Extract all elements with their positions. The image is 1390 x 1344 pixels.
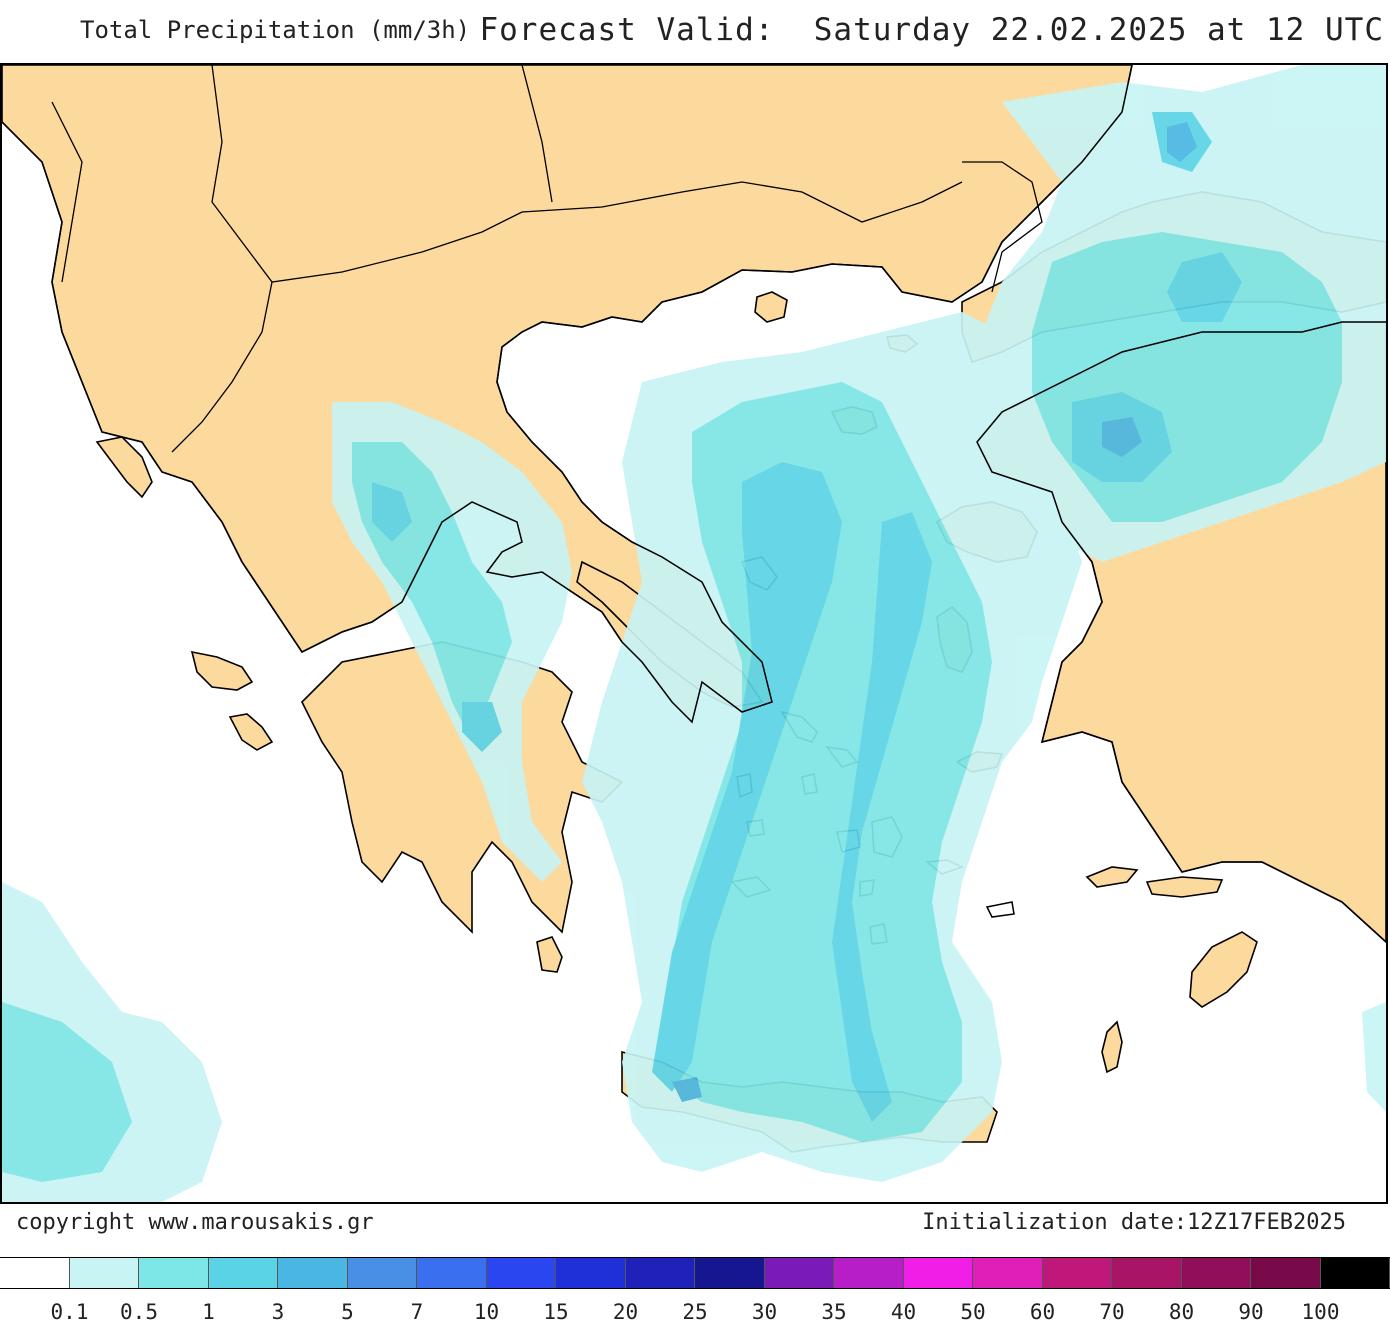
header: Total Precipitation (mm/3h) Forecast Val… [0,0,1390,62]
legend-label: 70 [1099,1300,1125,1324]
precip-light-se [1362,1002,1386,1112]
legend-label: 40 [890,1300,917,1324]
legend-swatch [1251,1258,1321,1288]
legend-label: 100 [1301,1300,1340,1324]
legend-label: 3 [271,1300,285,1324]
legend-label: 1 [202,1300,215,1324]
legend-swatch [486,1258,556,1288]
kefalonia-island [190,650,254,691]
turkey-outline [976,321,1386,943]
rhodes-island [1189,931,1258,1008]
initialization-date: Initialization date:12Z17FEB2025 [922,1210,1346,1235]
color-scale-labels: 0.1 0.5 1 3 5 7 10 15 20 25 30 35 40 50 60 70 80 90 100 [0,1300,1390,1334]
ikaria-island [985,901,1015,918]
legend-label: 0.1 [50,1300,89,1324]
color-scale-legend [0,1257,1390,1289]
legend-swatch [1112,1258,1182,1288]
legend-swatch [208,1258,278,1288]
legend-swatch [556,1258,626,1288]
map-title: Total Precipitation (mm/3h) [80,16,471,44]
legend-label: 5 [341,1300,354,1324]
border-north-1 [211,65,963,283]
thasos-island [754,291,788,323]
precip-5mm-ne [1167,122,1197,162]
precip-medium-sw [2,1002,132,1182]
legend-label: 10 [473,1300,500,1324]
legend-label: 35 [821,1300,847,1324]
legend-swatch [695,1258,765,1288]
precipitation-map [0,63,1388,1204]
coastline-overlay [2,65,1386,943]
legend-label: 20 [612,1300,639,1324]
legend-label: 60 [1029,1300,1056,1324]
legend-swatch [139,1258,209,1288]
country-borders [51,65,1043,453]
legend-swatch [973,1258,1043,1288]
legend-swatch [69,1258,139,1288]
precip-5mm-crete [672,1077,702,1102]
corfu-island [95,436,153,499]
bodrum-peninsula [1145,876,1224,898]
legend-swatch [625,1258,695,1288]
legend-label: 0.5 [120,1300,158,1324]
legend-swatch [1042,1258,1112,1288]
legend-label: 80 [1168,1300,1195,1324]
legend-label: 7 [410,1300,424,1324]
kythira-island [536,936,563,973]
legend-label: 50 [960,1300,986,1324]
precip-heavy-greece [372,482,412,542]
legend-swatch [1320,1258,1390,1288]
precip-heavy-aegean [652,462,842,1092]
kos-island [1085,866,1139,888]
copyright-text: copyright www.marousakis.gr [16,1210,374,1235]
legend-swatch [1181,1258,1251,1288]
forecast-valid-label: Forecast Valid: Saturday 22.02.2025 at 1… [479,12,1384,48]
legend-swatch [834,1258,904,1288]
legend-label: 25 [682,1300,708,1324]
legend-label: 90 [1238,1300,1264,1324]
precip-heavy-aegean-east [832,512,932,1122]
legend-swatch [417,1258,487,1288]
karpathos-island [1101,1020,1123,1074]
legend-swatch [903,1258,973,1288]
precip-heavy-thrace [1167,252,1242,322]
legend-swatch [0,1258,70,1288]
legend-label: 30 [751,1300,778,1324]
precipitation-layer [2,65,1386,1202]
legend-swatch [347,1258,417,1288]
balkans-outline [2,65,1133,724]
precip-5mm-turkey [1102,417,1142,457]
legend-swatch [764,1258,834,1288]
legend-swatch [278,1258,348,1288]
border-albania-north [51,101,83,283]
map-svg [2,65,1386,1202]
precip-heavy-peloponnese [462,702,502,752]
border-north-2 [521,65,553,203]
legend-label: 15 [543,1300,569,1324]
zakynthos-island [228,713,274,751]
border-albania [171,281,273,453]
border-turkey-bulgaria [962,161,1043,293]
